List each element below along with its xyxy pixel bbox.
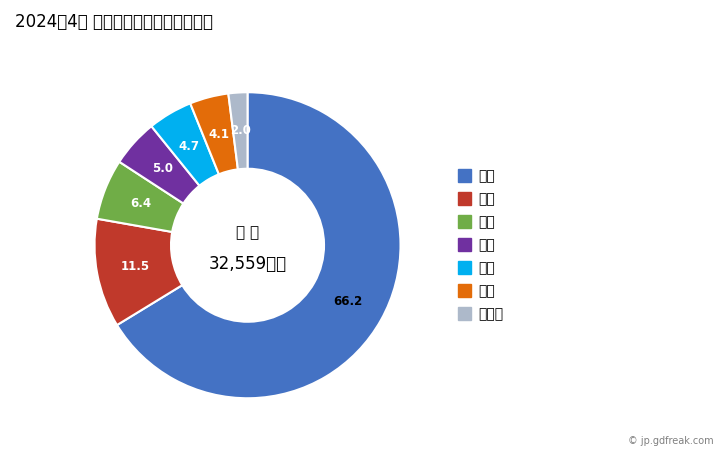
Text: 5.0: 5.0: [152, 162, 173, 175]
Wedge shape: [190, 94, 238, 174]
Text: © jp.gdfreak.com: © jp.gdfreak.com: [628, 436, 713, 446]
Text: 6.4: 6.4: [130, 197, 151, 210]
Text: 4.1: 4.1: [208, 128, 229, 141]
Wedge shape: [117, 92, 400, 398]
Text: 総 額: 総 額: [236, 225, 259, 240]
Text: 4.7: 4.7: [179, 140, 200, 153]
Wedge shape: [119, 126, 199, 203]
Wedge shape: [97, 162, 183, 232]
Wedge shape: [229, 92, 248, 169]
Text: 11.5: 11.5: [120, 260, 149, 273]
Wedge shape: [151, 104, 219, 186]
Text: 66.2: 66.2: [333, 295, 363, 308]
Text: 2.0: 2.0: [230, 124, 250, 137]
Text: 32,559万円: 32,559万円: [208, 255, 287, 273]
Text: 2024年4月 輸出相手国のシェア（％）: 2024年4月 輸出相手国のシェア（％）: [15, 14, 213, 32]
Legend: 中国, タイ, 台湾, 韓国, 米国, 香港, その他: 中国, タイ, 台湾, 韓国, 米国, 香港, その他: [454, 165, 507, 325]
Wedge shape: [95, 219, 182, 325]
